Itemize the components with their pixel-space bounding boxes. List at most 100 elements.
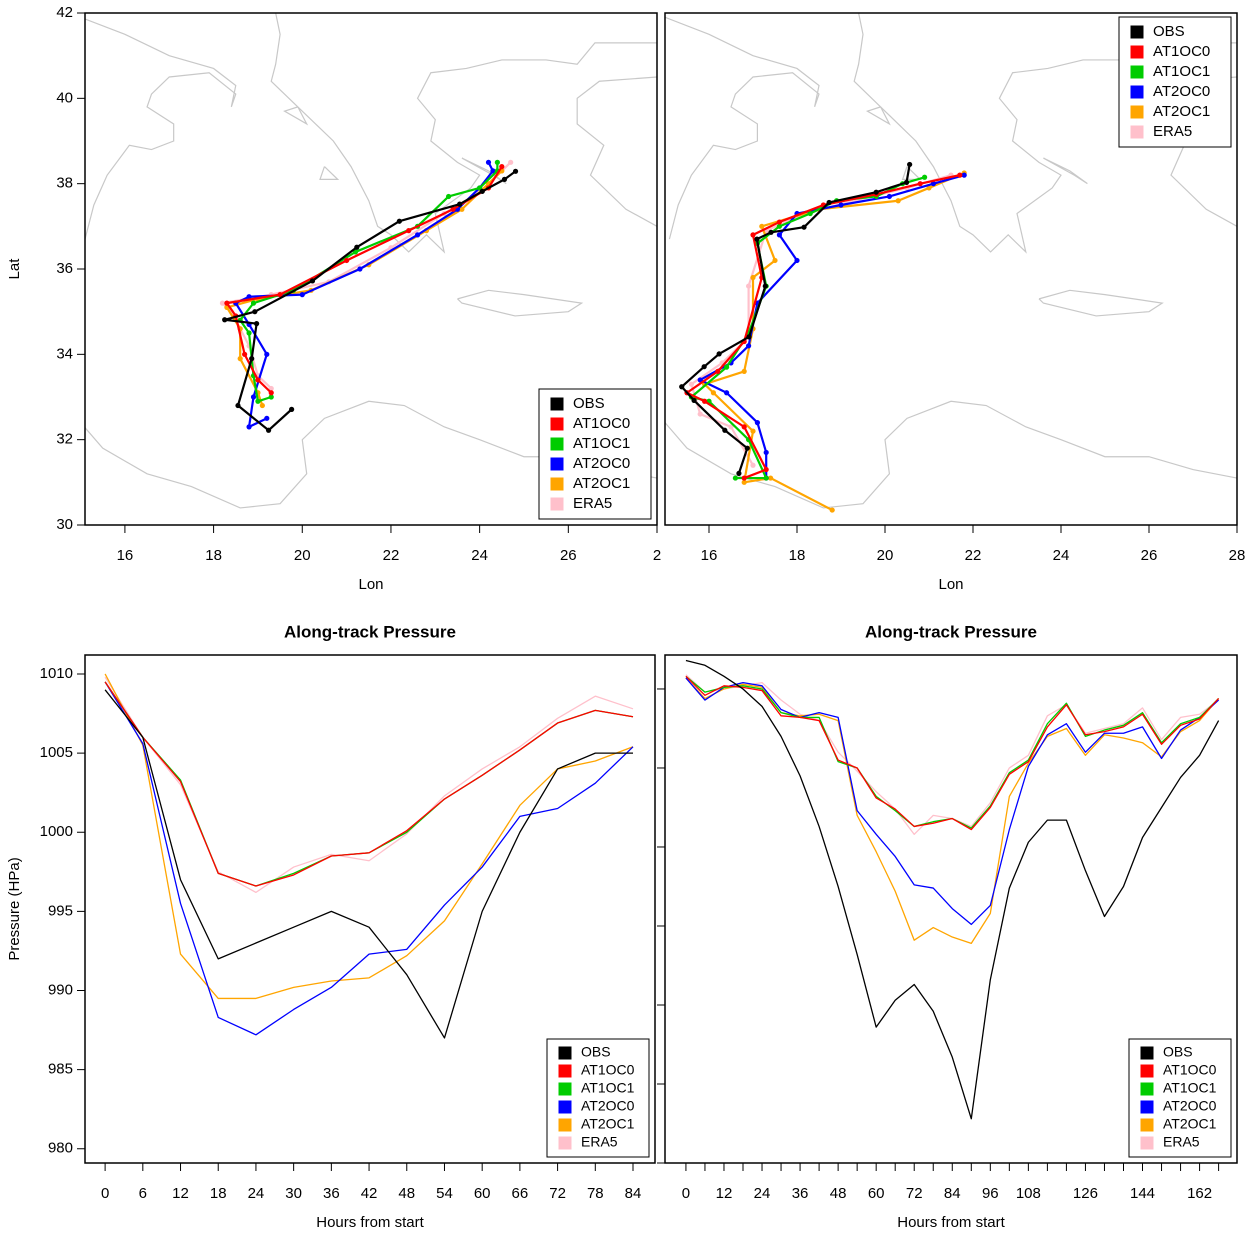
track-point	[776, 223, 783, 229]
x-tick-label: 20	[877, 547, 894, 564]
x-tick-label: 6	[139, 1185, 147, 1202]
x-tick-label: 66	[512, 1185, 529, 1202]
track-point	[907, 161, 913, 168]
track-point	[457, 201, 463, 207]
legend-label: AT2OC0	[573, 455, 630, 472]
legend-label: AT1OC0	[1153, 43, 1210, 60]
track-point	[838, 202, 844, 208]
track-point	[224, 300, 230, 306]
track-point	[741, 368, 747, 374]
y-tick-label: 40	[56, 89, 73, 106]
x-axis-label: Hours from start	[897, 1214, 1005, 1231]
y-tick-label: 1005	[40, 744, 73, 761]
track-point	[512, 168, 519, 174]
legend-swatch	[1140, 1118, 1154, 1132]
series-line	[104, 681, 634, 1036]
legend-swatch	[558, 1100, 572, 1114]
track-point	[741, 424, 747, 430]
legend-swatch	[558, 1118, 572, 1132]
track-point	[459, 206, 465, 212]
x-tick-label: 28	[1229, 547, 1246, 564]
track-point	[450, 206, 456, 212]
x-tick-label: 20	[294, 547, 311, 564]
legend-swatch	[558, 1136, 572, 1150]
coastline	[1038, 289, 1164, 317]
legend-swatch	[1130, 105, 1144, 119]
track-point	[741, 479, 747, 485]
track-point	[922, 174, 928, 180]
track-point	[494, 159, 500, 165]
track-point	[354, 244, 360, 250]
track-point	[264, 415, 270, 421]
track-point	[741, 475, 747, 481]
legend-swatch	[550, 437, 564, 451]
series-line	[104, 673, 634, 1000]
x-tick-label: 16	[117, 547, 134, 564]
x-axis-label: Lon	[358, 576, 383, 593]
plot-frame	[84, 654, 656, 1164]
legend-swatch	[550, 457, 564, 471]
x-tick-label: 84	[625, 1185, 642, 1202]
x-tick-label: 96	[982, 1185, 999, 1202]
plot-area	[665, 13, 1237, 513]
legend-swatch	[550, 417, 564, 431]
legend-swatch	[558, 1064, 572, 1078]
x-tick-label: 48	[398, 1185, 415, 1202]
legend-label: AT1OC0	[581, 1062, 635, 1078]
y-tick-label: 995	[48, 902, 73, 919]
track-point	[763, 466, 769, 473]
x-tick-label: 26	[560, 547, 577, 564]
series-line	[685, 675, 1220, 829]
legend: OBS AT1OC0 AT1OC1 AT2OC0 AT2OC1 ERA5	[1118, 16, 1232, 148]
legend-label: ERA5	[573, 495, 612, 512]
plot-frame	[84, 12, 658, 526]
coastline	[865, 106, 891, 126]
track-point	[746, 343, 752, 349]
x-tick-label: 48	[830, 1185, 847, 1202]
y-tick-label: 36	[56, 260, 73, 277]
track-point	[701, 364, 707, 370]
x-tick-label: 84	[944, 1185, 961, 1202]
track-point	[237, 356, 243, 362]
legend-swatch	[1130, 125, 1144, 139]
track-point	[265, 427, 272, 433]
legend-swatch	[1140, 1046, 1154, 1060]
legend-label: AT1OC1	[1163, 1080, 1217, 1096]
track-point	[801, 224, 807, 230]
track-point	[252, 309, 258, 315]
x-tick-label: 30	[285, 1185, 302, 1202]
y-tick-label: 980	[48, 1140, 73, 1157]
x-tick-label: 16	[701, 547, 718, 564]
track-point	[746, 283, 752, 289]
series-line	[104, 681, 634, 887]
legend-swatch	[1130, 45, 1144, 59]
track-point	[309, 278, 316, 284]
series-line	[680, 164, 911, 474]
track-point	[697, 411, 703, 417]
y-tick-label: 1000	[40, 823, 73, 840]
x-tick-label: 2	[653, 547, 661, 564]
track-point	[344, 257, 350, 264]
x-tick-label: 0	[101, 1185, 109, 1202]
y-tick-label: 985	[48, 1061, 73, 1078]
track-point	[702, 398, 708, 404]
series-line	[685, 677, 1220, 926]
legend-label: AT2OC0	[1153, 83, 1210, 100]
legend-label: AT1OC1	[1153, 63, 1210, 80]
x-tick-label: 144	[1130, 1185, 1155, 1202]
coastline	[457, 289, 584, 317]
track-point	[222, 317, 228, 323]
track-point	[235, 402, 241, 409]
track-point	[508, 159, 514, 165]
series-line	[685, 174, 961, 480]
track-point	[299, 292, 305, 298]
track-point	[917, 181, 923, 187]
track-point	[926, 185, 932, 191]
x-tick-label: 54	[436, 1185, 453, 1202]
coastline	[665, 16, 820, 240]
coastline	[270, 13, 657, 254]
x-tick-label: 0	[682, 1185, 690, 1202]
coastline	[901, 166, 922, 180]
legend: OBS AT1OC0 AT1OC1 AT2OC0 AT2OC1 ERA5	[546, 1038, 650, 1158]
coastline	[85, 18, 237, 240]
